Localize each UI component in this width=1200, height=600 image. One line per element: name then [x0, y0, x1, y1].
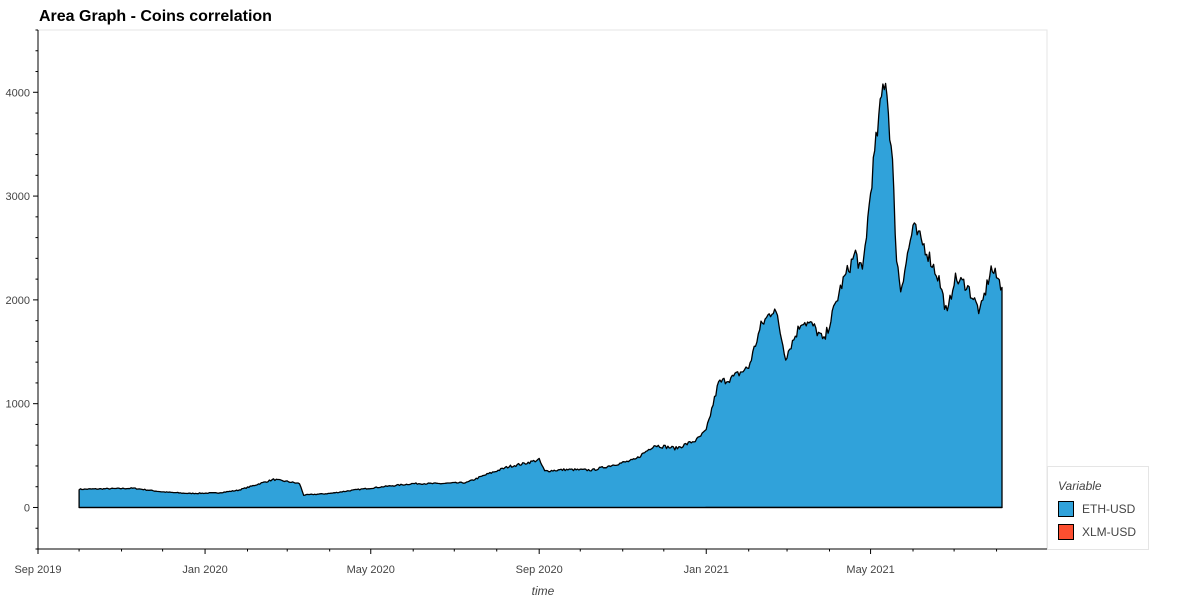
x-tick-label: May 2021: [846, 564, 894, 576]
legend-item-eth-usd[interactable]: ETH-USD: [1058, 500, 1135, 518]
legend-swatch-eth-usd: [1058, 501, 1074, 517]
x-tick-label: Sep 2019: [14, 564, 61, 576]
chart-title: Area Graph - Coins correlation: [39, 8, 272, 25]
y-tick-label: 0: [24, 502, 30, 514]
legend-label-xlm-usd: XLM-USD: [1082, 525, 1137, 539]
y-tick-label: 1000: [6, 399, 30, 411]
x-tick-label: Jan 2020: [182, 564, 227, 576]
y-tick-label: 4000: [6, 87, 30, 99]
x-axis-label: time: [532, 584, 555, 598]
legend-title: Variable: [1058, 479, 1102, 493]
x-tick-label: Jan 2021: [684, 564, 729, 576]
x-tick-label: Sep 2020: [516, 564, 563, 576]
legend: Variable ETH-USD XLM-USD: [1047, 466, 1149, 550]
legend-item-xlm-usd[interactable]: XLM-USD: [1058, 523, 1136, 541]
y-tick-label: 3000: [6, 191, 30, 203]
axes-layer: 0 1000 2000 3000 4000 Sep 2019 Jan 2020 May 202…: [6, 29, 1047, 576]
series-layer: [78, 82, 1003, 509]
legend-swatch-xlm-usd: [1058, 524, 1074, 540]
legend-label-eth-usd: ETH-USD: [1082, 502, 1136, 516]
y-tick-label: 2000: [6, 295, 30, 307]
x-tick-label: May 2020: [347, 564, 395, 576]
area-eth-usd: [78, 82, 1003, 509]
